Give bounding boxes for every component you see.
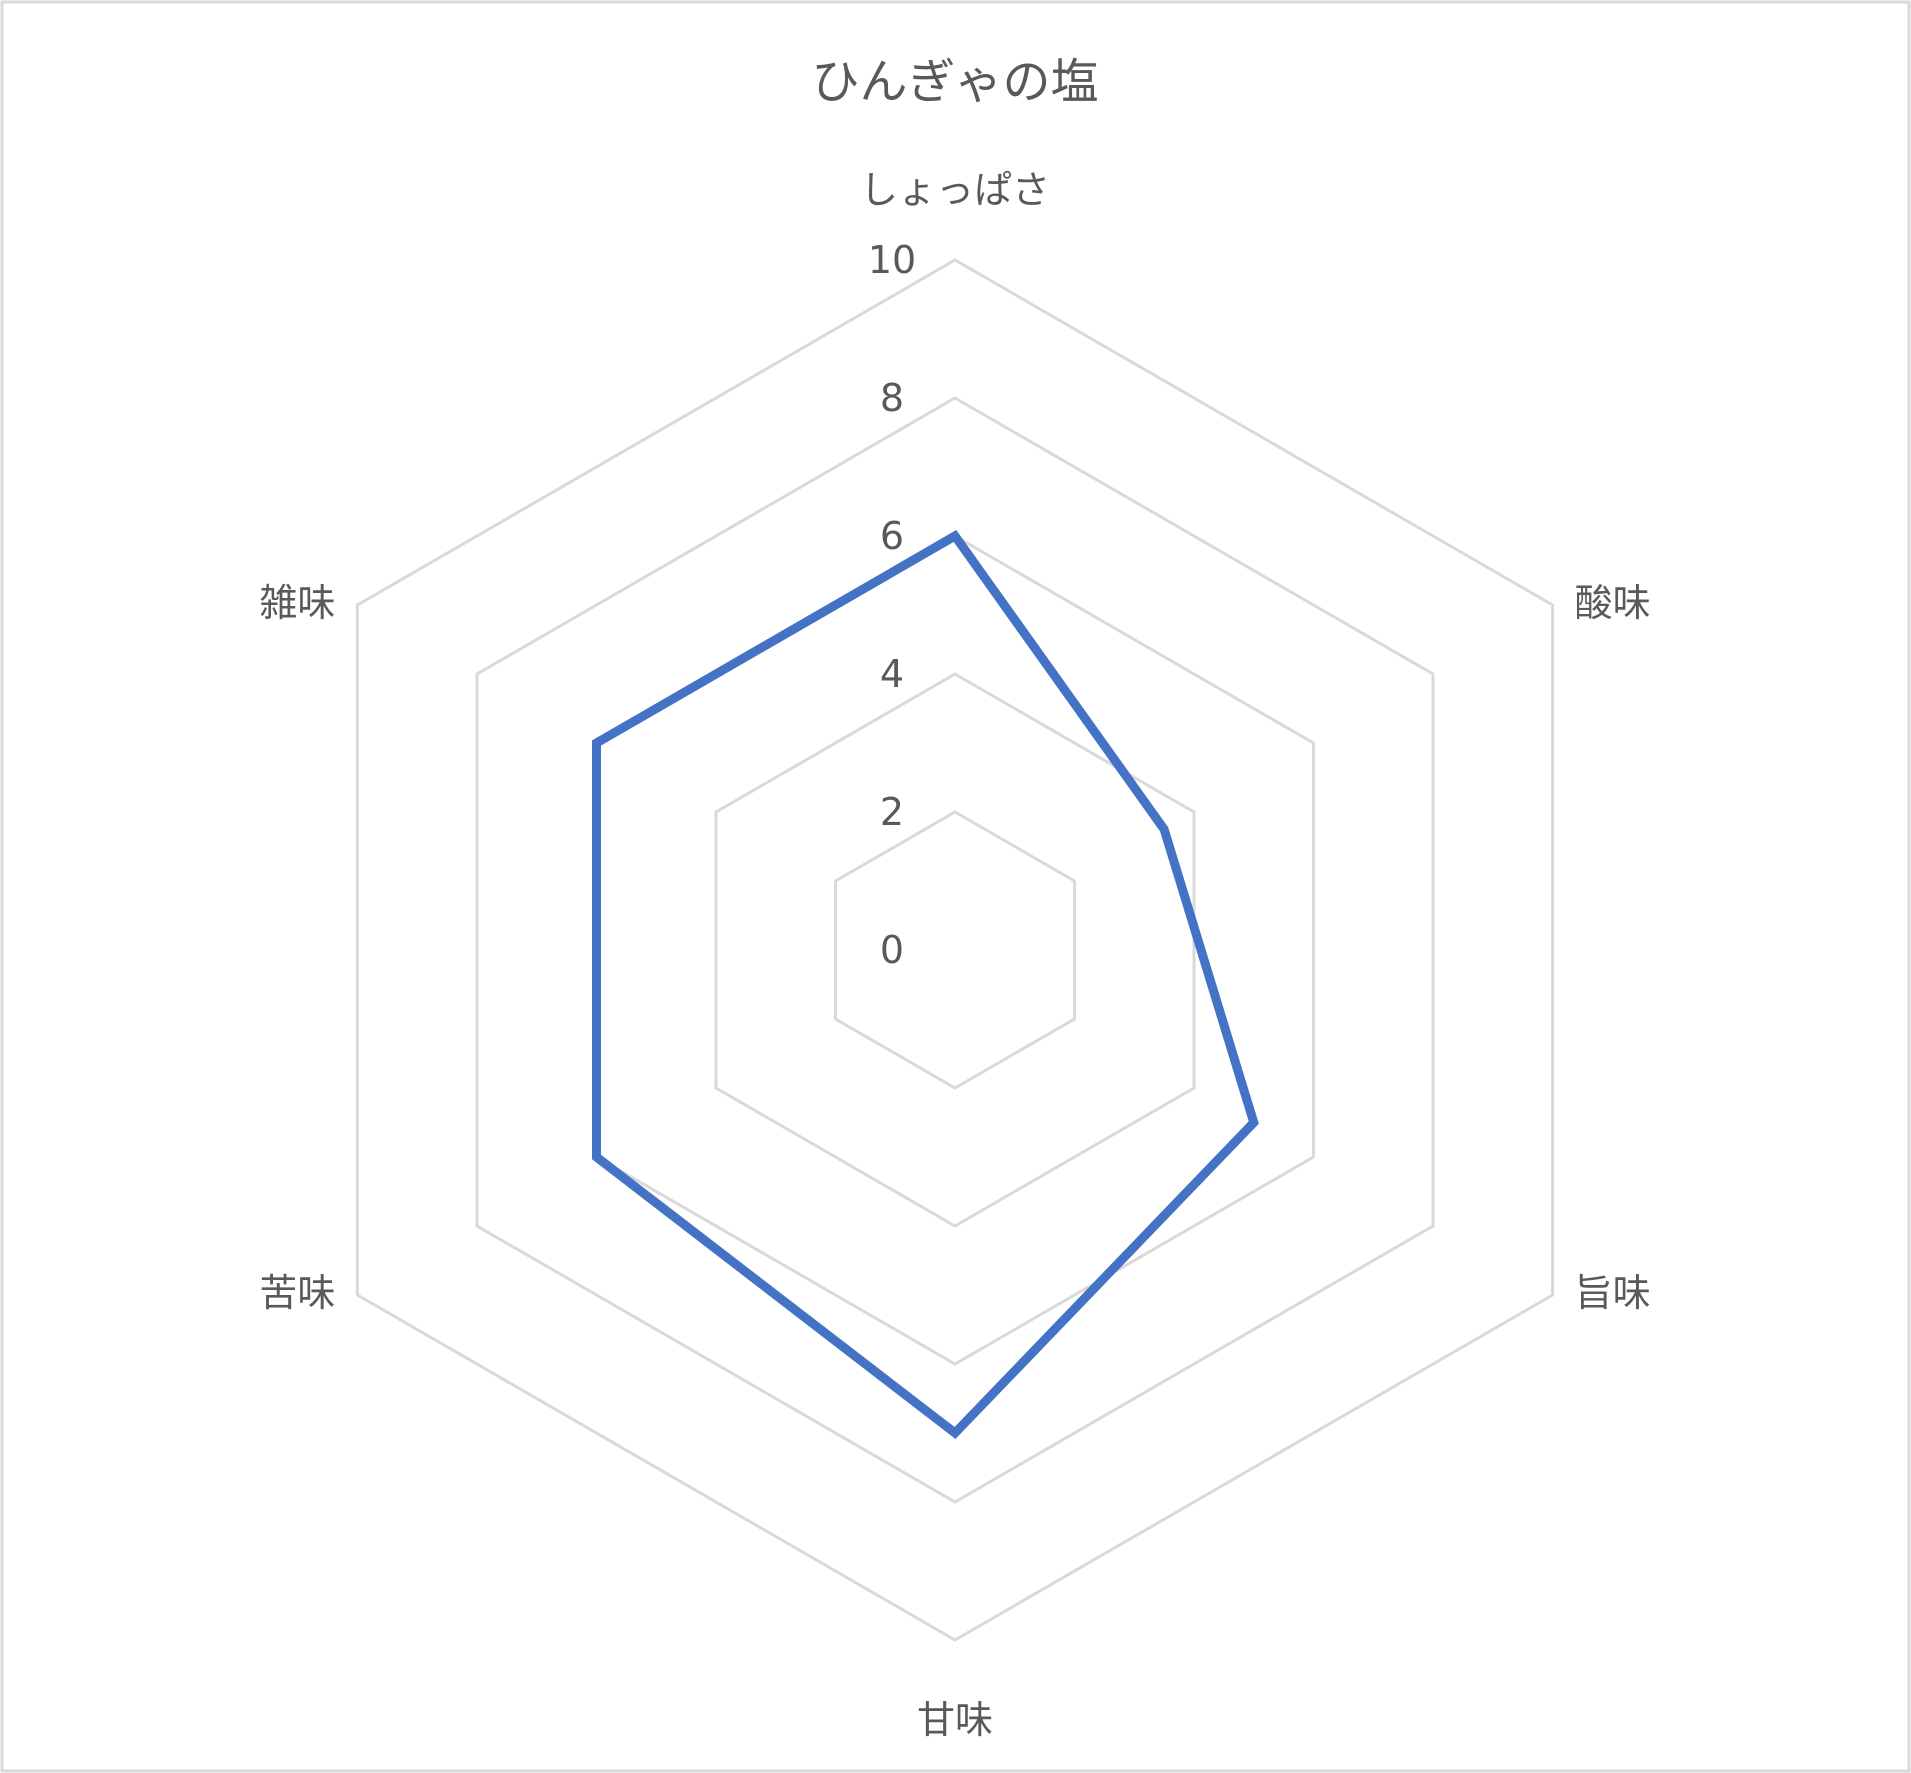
tick-label-2: 2 bbox=[880, 790, 904, 834]
tick-label-6: 6 bbox=[880, 514, 904, 558]
grid-ring-4 bbox=[714, 672, 1196, 1228]
grid-ring-10 bbox=[355, 258, 1555, 1642]
grid-ring-8 bbox=[475, 396, 1435, 1504]
radial-tick-labels: 0 2 4 6 8 10 bbox=[868, 238, 916, 972]
category-label-2: 酸味 bbox=[1575, 581, 1651, 625]
tick-label-4: 4 bbox=[880, 652, 904, 696]
category-label-5: 苦味 bbox=[259, 1271, 335, 1315]
category-label-1: しょっぱさ bbox=[860, 168, 1050, 212]
radar-grid bbox=[355, 258, 1555, 1642]
tick-label-8: 8 bbox=[880, 376, 904, 420]
chart-title: ひんぎゃの塩 bbox=[811, 54, 1098, 110]
tick-label-0: 0 bbox=[880, 928, 904, 972]
category-label-3: 旨味 bbox=[1575, 1271, 1651, 1315]
tick-label-10: 10 bbox=[868, 238, 916, 282]
grid-ring-2 bbox=[834, 810, 1076, 1090]
category-label-4: 甘味 bbox=[917, 1698, 993, 1742]
series-layer bbox=[592, 530, 1259, 1440]
category-label-6: 雑味 bbox=[259, 581, 335, 625]
